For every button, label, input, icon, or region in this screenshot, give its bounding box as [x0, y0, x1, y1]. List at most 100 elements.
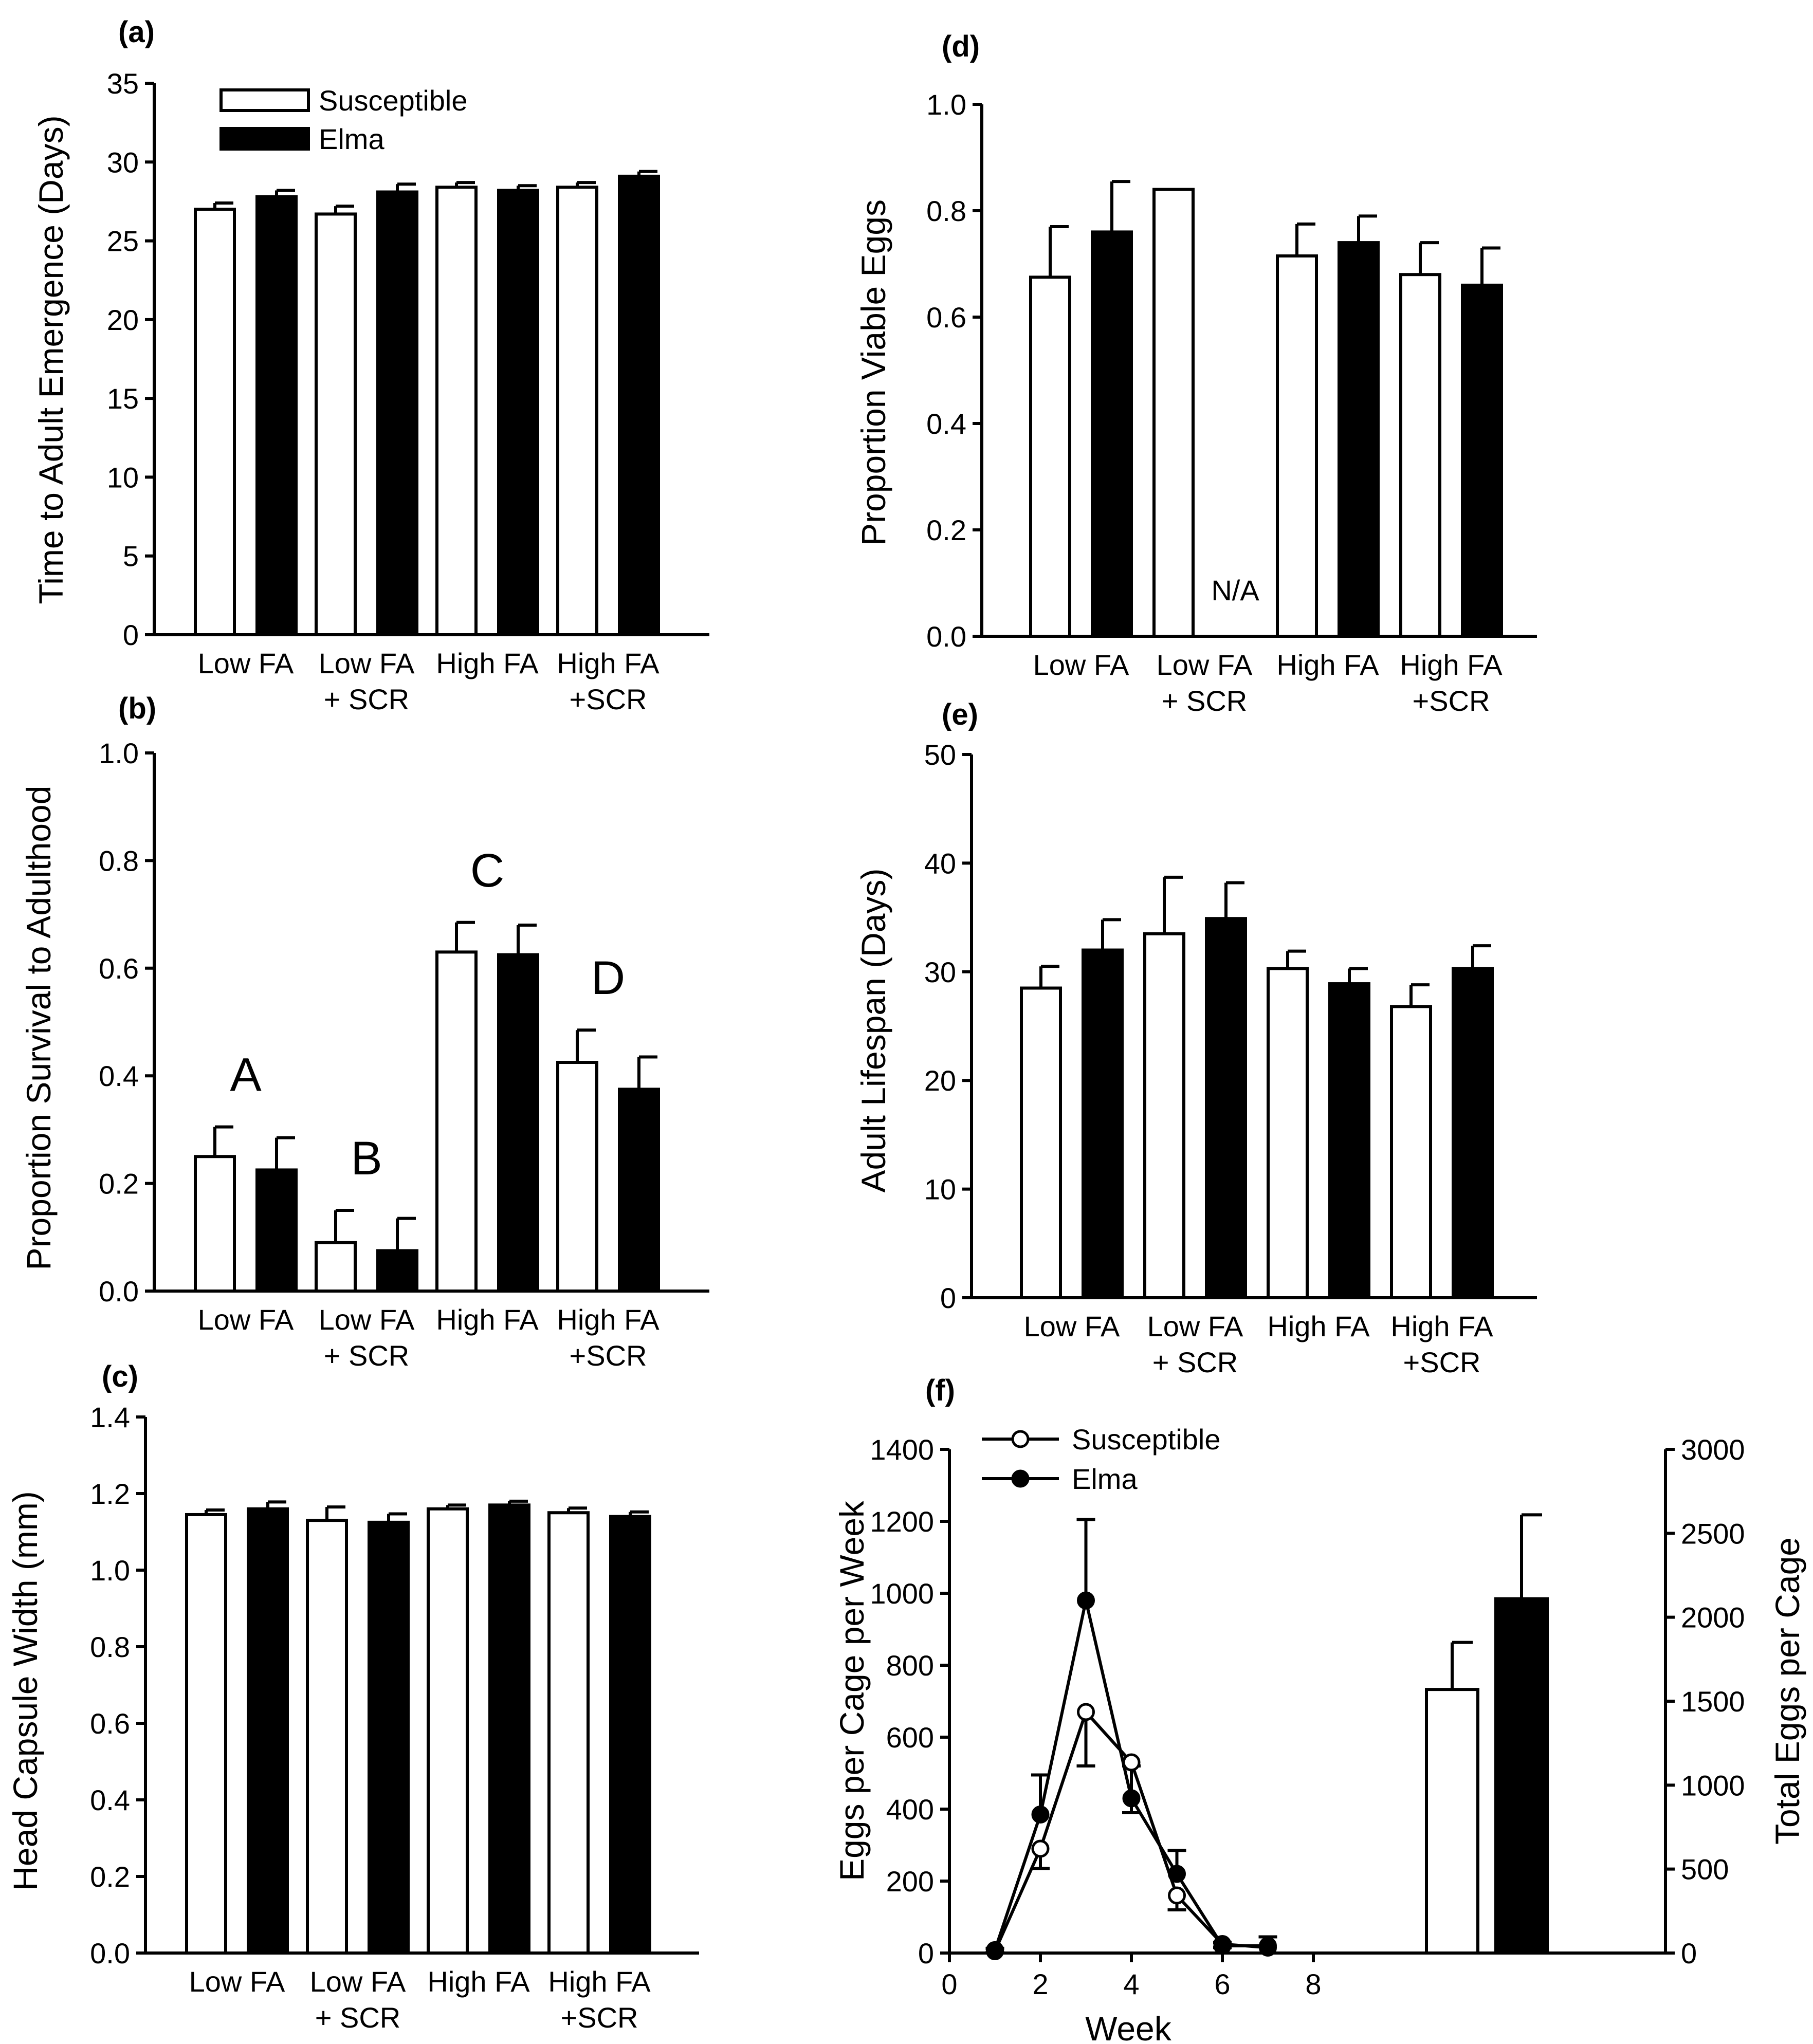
panel-c-y-axis-title: Head Capsule Width (mm) — [6, 1491, 44, 1891]
y-tick-label: 0 — [940, 1282, 956, 1314]
bar-elma — [497, 189, 539, 636]
significance-letter: C — [470, 844, 504, 897]
legend-swatch-susceptible — [219, 88, 310, 112]
panel-c: (c) Head Capsule Width (mm) 0.0 0.2 0.4 0.6… — [6, 1360, 699, 2034]
y-tick-label: 50 — [924, 739, 956, 771]
panel-d-label: (d) — [942, 30, 980, 63]
panel-e-y-axis-title: Adult Lifespan (Days) — [854, 869, 892, 1193]
bar-susceptible — [1143, 932, 1185, 1300]
panel-a: (a) Time to Adult Emergence (Days) 0 5 10 1… — [32, 15, 709, 715]
x-category-label: +SCR — [570, 683, 647, 715]
y2-tick-label: 2500 — [1681, 1517, 1745, 1550]
panel-f-label: (f) — [925, 1374, 955, 1407]
bar-elma — [609, 1515, 651, 1955]
panel-c-label: (c) — [102, 1360, 138, 1393]
legend-marker-elma — [1011, 1469, 1030, 1488]
y-tick-label: 0.2 — [90, 1861, 130, 1893]
x-category-label: High FA — [557, 647, 660, 679]
x-category-label: High FA — [1267, 1310, 1370, 1342]
bar-susceptible — [435, 186, 478, 636]
x-category-label: + SCR — [324, 1339, 410, 1372]
y-tick-label: 0.6 — [926, 301, 966, 334]
point-susceptible — [1031, 1839, 1050, 1858]
x-category-label: Low FA — [189, 1965, 285, 1998]
bar-susceptible — [194, 1155, 236, 1293]
point-elma — [1259, 1937, 1277, 1955]
bar-elma — [618, 174, 660, 636]
bar-elma — [1205, 917, 1247, 1299]
bar-susceptible — [1152, 188, 1195, 638]
panel-a-label: (a) — [118, 15, 155, 49]
x-category-label: Low FA — [1147, 1310, 1243, 1342]
legend-label-elma: Elma — [319, 123, 384, 155]
total-bar-susceptible — [1425, 1688, 1479, 1955]
y-tick-label: 25 — [107, 225, 139, 257]
y2-tick-label: 1500 — [1681, 1685, 1745, 1718]
x-category-label: +SCR — [570, 1339, 647, 1372]
y-tick-label: 1400 — [870, 1433, 934, 1466]
bar-susceptible — [556, 186, 598, 636]
y-tick-label: 15 — [107, 382, 139, 415]
y2-tick-label: 2000 — [1681, 1601, 1745, 1634]
y-tick-label: 10 — [924, 1173, 956, 1206]
y2-tick-label: 3000 — [1681, 1433, 1745, 1466]
panel-b: (b) Proportion Survival to Adulthood 0.0… — [20, 692, 709, 1372]
y-tick-label: 0.0 — [90, 1937, 130, 1969]
panel-d: (d) Proportion Viable Eggs 0.0 0.2 0.4 0.6 0… — [854, 30, 1537, 717]
y-tick-label: 1.4 — [90, 1401, 130, 1433]
y-tick-label: 40 — [924, 847, 956, 879]
bar-susceptible — [306, 1519, 348, 1955]
y-tick-label: 200 — [886, 1865, 934, 1898]
point-elma — [1168, 1865, 1186, 1883]
bar-susceptible — [435, 950, 478, 1293]
y-tick-label: 0.4 — [99, 1060, 139, 1092]
point-elma — [1031, 1806, 1050, 1824]
x-category-label: Low FA — [198, 647, 294, 679]
x-category-label: + SCR — [324, 683, 410, 715]
y-tick-label: 0.4 — [926, 408, 966, 440]
x-category-label: Low FA — [319, 647, 415, 679]
x-category-label: Low FA — [319, 1303, 415, 1336]
bar-elma — [376, 190, 418, 636]
x-category-label: + SCR — [1162, 685, 1248, 717]
bar-susceptible — [185, 1513, 227, 1955]
point-elma — [1213, 1937, 1232, 1955]
y-tick-label: 0.2 — [926, 514, 966, 546]
y2-tick-label: 500 — [1681, 1853, 1729, 1886]
x-category-label: Low FA — [198, 1303, 294, 1336]
y-tick-label: 1.0 — [926, 88, 966, 121]
x-category-label: High FA — [436, 1303, 539, 1336]
y-tick-label: 1.2 — [90, 1478, 130, 1510]
bar-susceptible — [427, 1507, 469, 1955]
x-category-label: High FA — [436, 647, 539, 679]
x-category-label: + SCR — [1152, 1346, 1238, 1378]
y-tick-label: 1.0 — [90, 1554, 130, 1587]
bar-elma — [497, 953, 539, 1293]
x-category-label: +SCR — [1403, 1346, 1481, 1378]
panel-f-y-axis-title: Eggs per Cage per Week — [833, 1500, 871, 1881]
y2-tick-label: 0 — [1681, 1937, 1697, 1969]
y-tick-label: 20 — [107, 304, 139, 336]
x-category-label: Low FA — [1157, 649, 1253, 681]
x-category-label: High FA — [1390, 1310, 1493, 1342]
y-tick-label: 35 — [107, 67, 139, 100]
y-tick-label: 0.8 — [926, 195, 966, 227]
legend-label-susceptible: Susceptible — [1072, 1423, 1221, 1456]
bar-susceptible — [1390, 1005, 1432, 1299]
panel-f-x-axis-title: Week — [1085, 2010, 1172, 2044]
bar-elma — [376, 1249, 418, 1293]
y-tick-label: 30 — [107, 146, 139, 178]
x-category-label: Low FA — [1033, 649, 1129, 681]
x-category-label: Low FA — [1024, 1310, 1120, 1342]
x-tick-label: 4 — [1123, 1968, 1139, 2000]
x-tick-label: 2 — [1032, 1968, 1048, 2000]
panel-b-label: (b) — [118, 692, 156, 725]
bar-elma — [1461, 283, 1503, 638]
y-tick-label: 0.6 — [90, 1707, 130, 1740]
panel-a-y-axis-title: Time to Adult Emergence (Days) — [32, 115, 70, 604]
point-susceptible — [1122, 1753, 1141, 1772]
bar-elma — [368, 1520, 410, 1955]
bar-susceptible — [1276, 254, 1318, 638]
bar-susceptible — [1020, 986, 1062, 1299]
